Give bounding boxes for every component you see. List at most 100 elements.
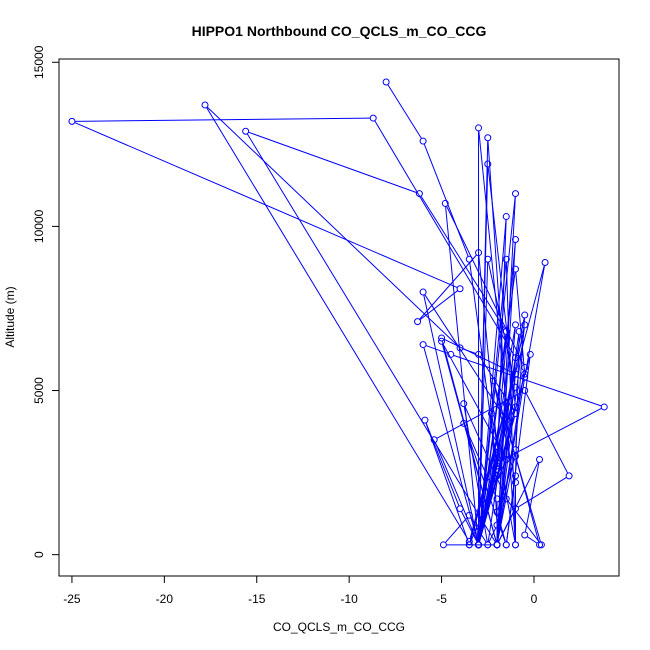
data-point: [526, 350, 534, 358]
series-segment: [496, 242, 516, 542]
series-segment: [497, 370, 525, 542]
data-point: [512, 452, 520, 460]
series-segment: [445, 206, 479, 542]
data-point: [521, 321, 529, 329]
data-point: [493, 465, 501, 473]
data-point: [521, 373, 529, 381]
data-point: [521, 387, 529, 395]
data-point: [419, 341, 427, 349]
series-segment: [515, 272, 525, 371]
data-point: [521, 364, 529, 372]
data-point: [382, 78, 390, 86]
y-tick-label: 10000: [32, 209, 46, 243]
data-point: [512, 354, 520, 362]
series-segment: [507, 501, 540, 543]
data-point: [369, 114, 377, 122]
y-axis-label: Altitude (m): [3, 286, 17, 347]
series-segment: [423, 295, 479, 542]
series-segment: [478, 219, 507, 542]
x-tick-label: 0: [531, 592, 538, 606]
data-point: [475, 249, 483, 257]
data-point: [465, 541, 473, 549]
y-tick-label: 15000: [32, 45, 46, 79]
data-point: [493, 472, 501, 480]
series-lines: [74, 84, 602, 546]
data-point: [512, 265, 520, 273]
x-axis-label: CO_QCLS_m_CO_CCG: [273, 620, 405, 634]
series-segment: [419, 254, 477, 320]
data-point: [460, 400, 468, 408]
data-point: [493, 442, 501, 450]
data-point: [484, 134, 492, 142]
series-segment: [470, 462, 506, 542]
data-point: [484, 255, 492, 263]
data-point: [502, 400, 510, 408]
data-point: [512, 472, 520, 480]
series-segment: [496, 219, 507, 467]
series-segment: [524, 265, 545, 375]
series-segment: [496, 242, 516, 444]
data-point: [512, 190, 520, 198]
series-segment: [419, 290, 458, 320]
data-point: [430, 436, 438, 444]
data-point: [512, 370, 520, 378]
data-point: [475, 124, 483, 132]
data-point: [456, 344, 464, 352]
data-point: [438, 334, 446, 342]
data-point: [502, 495, 510, 503]
plot-area: [68, 78, 608, 549]
data-point: [521, 531, 529, 539]
series-segment: [436, 391, 523, 439]
data-point: [484, 160, 492, 168]
data-point: [68, 117, 76, 125]
series-segment: [75, 117, 370, 122]
data-point: [512, 446, 520, 454]
data-point: [502, 255, 510, 263]
data-point: [512, 541, 520, 549]
data-point: [536, 541, 544, 549]
series-segment: [435, 442, 478, 542]
series-segment: [527, 536, 538, 544]
series-points: [68, 78, 608, 549]
series-segment: [463, 406, 488, 542]
x-tick-label: -20: [156, 592, 174, 606]
data-point: [441, 199, 449, 207]
data-point: [536, 455, 544, 463]
data-point: [565, 472, 573, 480]
series-segment: [478, 167, 489, 542]
data-point: [493, 521, 501, 529]
data-point: [438, 337, 446, 345]
series-segment: [423, 347, 479, 542]
data-point: [493, 495, 501, 503]
data-point: [537, 541, 545, 549]
series-segment: [420, 196, 505, 329]
series-segment: [374, 120, 515, 356]
series-segment: [387, 84, 422, 139]
series-segment: [493, 383, 541, 542]
data-point: [515, 327, 523, 335]
series-segment: [496, 328, 525, 542]
data-point: [484, 541, 492, 549]
data-point: [460, 419, 468, 427]
x-tick-label: -5: [436, 592, 447, 606]
data-point: [456, 285, 464, 293]
series-segment: [461, 511, 478, 543]
data-point: [512, 403, 520, 411]
data-point: [415, 190, 423, 198]
data-point: [493, 508, 501, 516]
data-point: [421, 416, 429, 424]
data-point: [419, 137, 427, 145]
data-point: [465, 538, 473, 546]
data-point: [600, 403, 608, 411]
data-point: [456, 505, 464, 513]
series-segment: [74, 122, 458, 288]
series-segment: [464, 406, 506, 497]
series-segment: [445, 517, 468, 543]
series-segment: [487, 167, 516, 404]
data-point: [201, 101, 209, 109]
data-point: [475, 541, 483, 549]
chart-title: HIPPO1 Northbound CO_QCLS_m_CO_CCG: [192, 23, 487, 39]
series-segment: [246, 133, 496, 543]
data-point: [447, 350, 455, 358]
series-segment: [525, 393, 569, 474]
